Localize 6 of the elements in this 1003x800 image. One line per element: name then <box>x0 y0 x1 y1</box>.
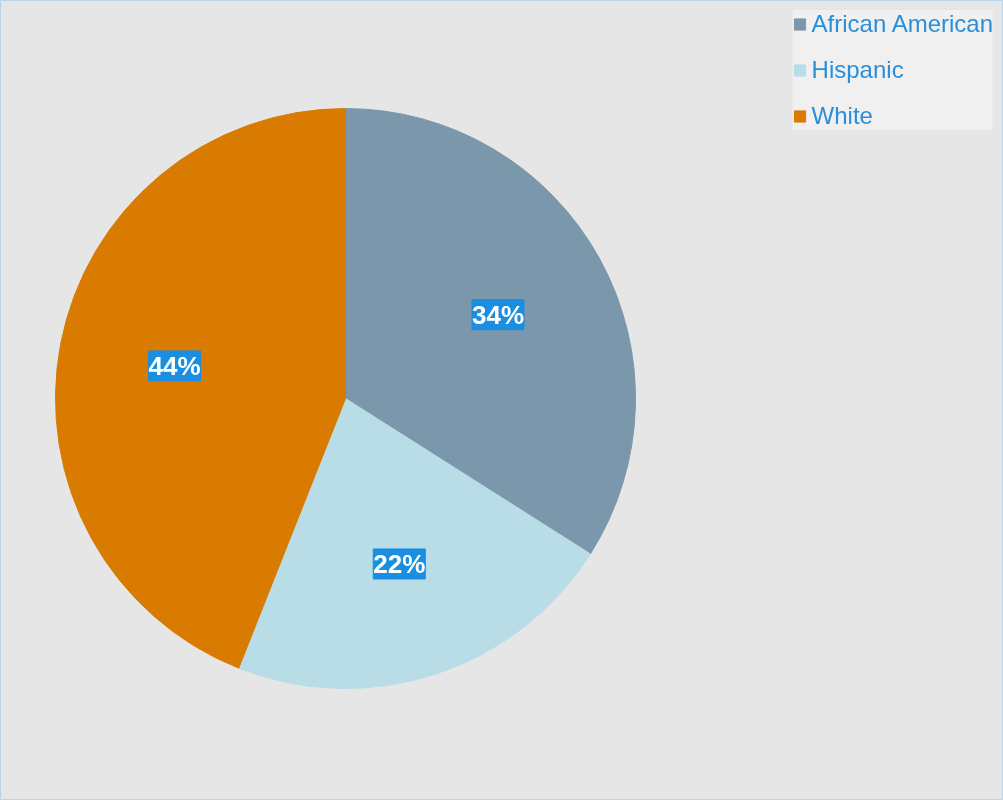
data-label: 34% <box>471 299 525 330</box>
data-label: 22% <box>373 548 426 579</box>
legend-label: African American <box>811 10 993 38</box>
legend-label: Hispanic <box>811 56 904 84</box>
data-label: 44% <box>148 350 201 381</box>
legend-label: White <box>811 102 873 130</box>
